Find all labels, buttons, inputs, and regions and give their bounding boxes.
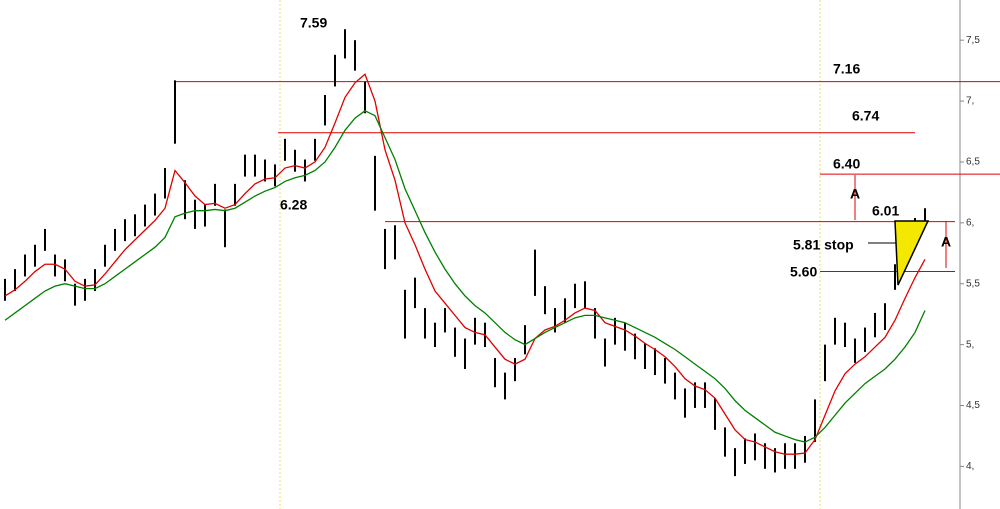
annotation: 6.28 bbox=[280, 197, 307, 213]
price-bars bbox=[4, 29, 926, 477]
moving-averages bbox=[4, 73, 926, 455]
moving-average bbox=[4, 73, 926, 455]
y-tick-label: 7,5 bbox=[966, 35, 980, 46]
y-tick-label: 5, bbox=[966, 339, 974, 350]
level-label: 5.60 bbox=[790, 264, 817, 280]
level-label: 6.40 bbox=[833, 156, 860, 172]
annotation: 5.81 stop bbox=[793, 237, 854, 253]
y-tick-label: 6, bbox=[966, 217, 974, 228]
y-tick-label: 7, bbox=[966, 96, 974, 107]
level-label: 6.74 bbox=[852, 108, 879, 124]
moving-average bbox=[4, 110, 926, 443]
y-tick-label: 5,5 bbox=[966, 278, 980, 289]
annotation: A bbox=[941, 234, 951, 250]
y-tick-label: 4, bbox=[966, 461, 974, 472]
annotation: 7.59 bbox=[300, 15, 327, 31]
y-tick-label: 6,5 bbox=[966, 157, 980, 168]
triangle-pattern bbox=[894, 220, 930, 286]
level-label: 7.16 bbox=[833, 61, 860, 77]
y-tick-label: 4,5 bbox=[966, 400, 980, 411]
annotation: A bbox=[850, 186, 860, 202]
level-label: 6.01 bbox=[872, 203, 899, 219]
levels bbox=[175, 81, 1000, 273]
